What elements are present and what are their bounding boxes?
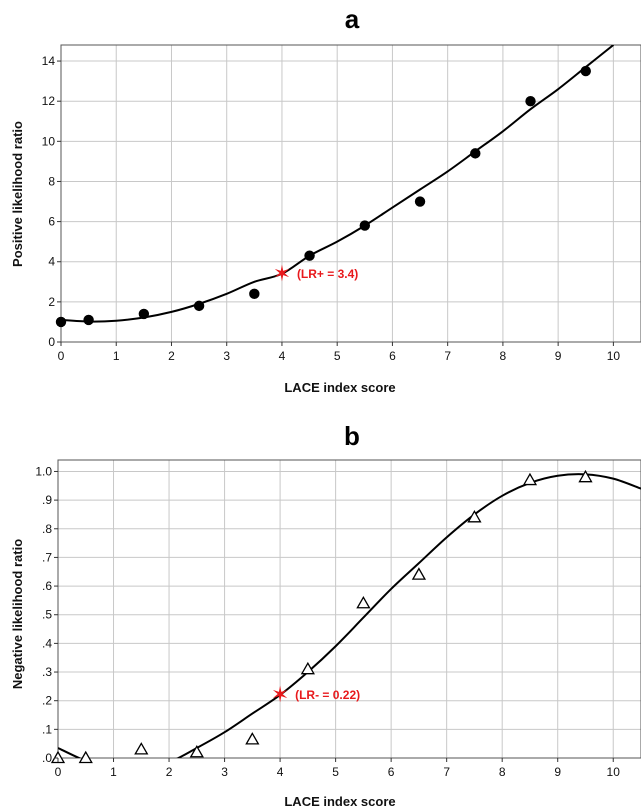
y-tick-label: .0 bbox=[42, 751, 52, 765]
points-b bbox=[50, 469, 593, 764]
x-tick-label: 10 bbox=[607, 349, 621, 363]
points-a bbox=[55, 65, 591, 328]
fit-curve bbox=[61, 45, 615, 323]
x-tick-label: 1 bbox=[110, 765, 117, 779]
y-tick-label: .5 bbox=[42, 608, 52, 622]
x-tick-label: 4 bbox=[279, 349, 286, 363]
highlight-b: ✶ (LR- = 0.22) bbox=[271, 683, 360, 708]
y-tick-label: 8 bbox=[48, 174, 55, 188]
y-tick-label: .7 bbox=[42, 550, 52, 564]
plot-frame-b bbox=[57, 459, 641, 759]
data-point bbox=[467, 509, 482, 523]
panel-label-b: b bbox=[344, 421, 360, 451]
data-point bbox=[300, 661, 315, 675]
data-point bbox=[55, 316, 67, 328]
panel-label-a: a bbox=[345, 4, 360, 34]
x-tick-label: 10 bbox=[607, 765, 621, 779]
data-point bbox=[411, 567, 427, 580]
fit-curve-a-group bbox=[61, 45, 615, 323]
x-tick-label: 5 bbox=[334, 349, 341, 363]
data-point bbox=[189, 744, 204, 758]
highlight-star-marker: ✶ bbox=[271, 683, 289, 708]
fit-curve-b-group bbox=[58, 473, 641, 758]
data-point bbox=[414, 196, 426, 207]
y-tick-label: .3 bbox=[42, 665, 52, 679]
x-tick-label: 4 bbox=[277, 765, 284, 779]
x-tick-label: 8 bbox=[499, 765, 506, 779]
y-tick-label: .8 bbox=[42, 522, 52, 536]
x-axis-title-b: LACE index score bbox=[284, 794, 395, 809]
x-axis-title-a: LACE index score bbox=[284, 380, 395, 395]
y-tick-label: .1 bbox=[42, 722, 52, 736]
x-tick-label: 3 bbox=[223, 349, 230, 363]
x-tick-label: 2 bbox=[166, 765, 173, 779]
y-tick-label: 0 bbox=[48, 335, 55, 349]
x-tick-label: 7 bbox=[444, 349, 451, 363]
x-tick-label: 6 bbox=[388, 765, 395, 779]
data-point bbox=[134, 742, 149, 755]
data-point bbox=[50, 750, 66, 764]
x-tick-label: 9 bbox=[555, 349, 562, 363]
data-point bbox=[193, 300, 205, 312]
y-axis-title-a: Positive likelihood ratio bbox=[10, 121, 25, 267]
data-point bbox=[138, 308, 150, 320]
data-point bbox=[249, 288, 260, 300]
data-point bbox=[525, 95, 536, 107]
highlight-label: (LR- = 0.22) bbox=[295, 688, 360, 702]
highlight-label: (LR+ = 3.4) bbox=[297, 267, 358, 281]
x-tick-label: 9 bbox=[554, 765, 561, 779]
y-tick-label: 14 bbox=[42, 54, 56, 68]
x-tick-label: 6 bbox=[389, 349, 396, 363]
grid-b bbox=[57, 459, 641, 759]
data-point bbox=[304, 250, 315, 261]
data-point bbox=[578, 469, 593, 483]
x-tick-label: 0 bbox=[55, 765, 62, 779]
data-point bbox=[83, 314, 94, 326]
plot-frame-a bbox=[60, 44, 641, 343]
data-point bbox=[470, 148, 481, 159]
x-tick-label: 1 bbox=[113, 349, 120, 363]
data-point bbox=[78, 750, 93, 764]
y-tick-label: 6 bbox=[48, 215, 55, 229]
y-tick-label: 2 bbox=[48, 295, 55, 309]
y-tick-label: .9 bbox=[42, 493, 52, 507]
x-tick-label: 7 bbox=[443, 765, 450, 779]
x-tick-label: 2 bbox=[168, 349, 175, 363]
y-tick-label: .2 bbox=[42, 694, 52, 708]
highlight-star-marker: ✶ bbox=[273, 262, 291, 287]
data-point bbox=[356, 595, 371, 609]
y-tick-label: .4 bbox=[42, 636, 52, 650]
data-point bbox=[359, 220, 371, 231]
x-tick-label: 8 bbox=[500, 349, 507, 363]
chart-panel-b: b ✶ (LR- = 0.22) 0 1 2 3 4 5 6 7 8 9 10 .0 .1 .2 .3 .4 .5… bbox=[10, 421, 641, 809]
data-point bbox=[245, 732, 260, 745]
y-axis-title-b: Negative likelihood ratio bbox=[10, 539, 25, 689]
grid-a bbox=[60, 44, 641, 343]
data-point bbox=[522, 472, 538, 486]
x-tick-label: 0 bbox=[58, 349, 65, 363]
x-tick-label: 3 bbox=[221, 765, 228, 779]
highlight-a: ✶ (LR+ = 3.4) bbox=[273, 262, 359, 287]
data-point bbox=[580, 65, 591, 77]
ticks-b: 0 1 2 3 4 5 6 7 8 9 10 .0 .1 .2 .3 .4 .5 .6 .7 .8 .9 1.0 bbox=[35, 464, 620, 779]
y-tick-label: 12 bbox=[42, 94, 56, 108]
y-tick-label: 4 bbox=[48, 255, 55, 269]
y-tick-label: 10 bbox=[42, 134, 56, 148]
y-tick-label: 1.0 bbox=[35, 464, 52, 478]
y-tick-label: .6 bbox=[42, 579, 52, 593]
fit-curve bbox=[58, 473, 641, 758]
x-tick-label: 5 bbox=[332, 765, 339, 779]
